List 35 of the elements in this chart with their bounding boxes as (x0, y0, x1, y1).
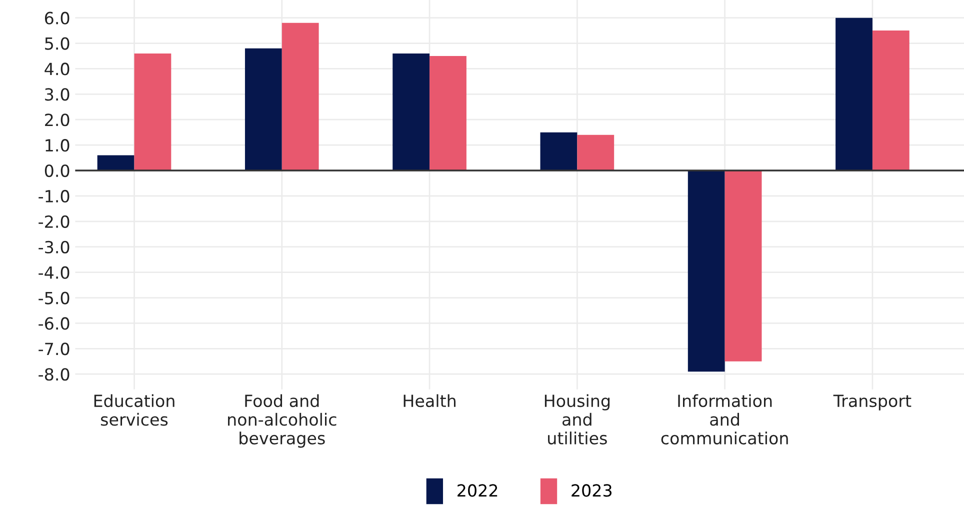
bar (577, 134, 614, 171)
y-tick-label: 3.0 (45, 88, 70, 101)
y-tick-label: 1.0 (46, 139, 70, 152)
bar (724, 170, 762, 362)
y-tick-label: -8.0 (38, 368, 70, 381)
x-tick-label: Transport (833, 394, 912, 410)
x-tick-label: Information and communication (661, 394, 788, 444)
y-tick-label: -1.0 (38, 190, 70, 203)
bar (97, 155, 134, 171)
y-tick-label: -7.0 (38, 342, 70, 356)
y-tick-label: 6.0 (44, 12, 70, 24)
bar (836, 18, 872, 171)
y-tick-label: 2.0 (45, 114, 70, 126)
bar (392, 53, 430, 171)
y-tick-label: 0.0 (44, 164, 70, 178)
bar (282, 22, 319, 171)
bar (540, 132, 578, 171)
legend-label: 2023 (572, 484, 612, 497)
x-tick-label: Health (404, 394, 456, 408)
y-tick-label: 5.0 (45, 37, 70, 50)
y-tick-label: -5.0 (38, 292, 70, 304)
bar (134, 53, 172, 171)
bar (244, 48, 282, 171)
y-tick-label: -3.0 (38, 240, 70, 254)
x-tick-label: Food and non-alcoholic beverages (228, 394, 336, 448)
x-tick-label: Housing and utilities (544, 394, 610, 444)
bar (430, 56, 466, 171)
y-tick-label: 4.0 (44, 62, 70, 76)
y-tick-label: -2.0 (38, 215, 70, 228)
x-tick-label: Education services (94, 394, 174, 426)
y-tick-label: -4.0 (38, 266, 70, 279)
legend-label: 2022 (458, 484, 498, 497)
bar (688, 170, 725, 372)
bar (872, 30, 910, 171)
y-tick-label: -6.0 (38, 317, 70, 330)
